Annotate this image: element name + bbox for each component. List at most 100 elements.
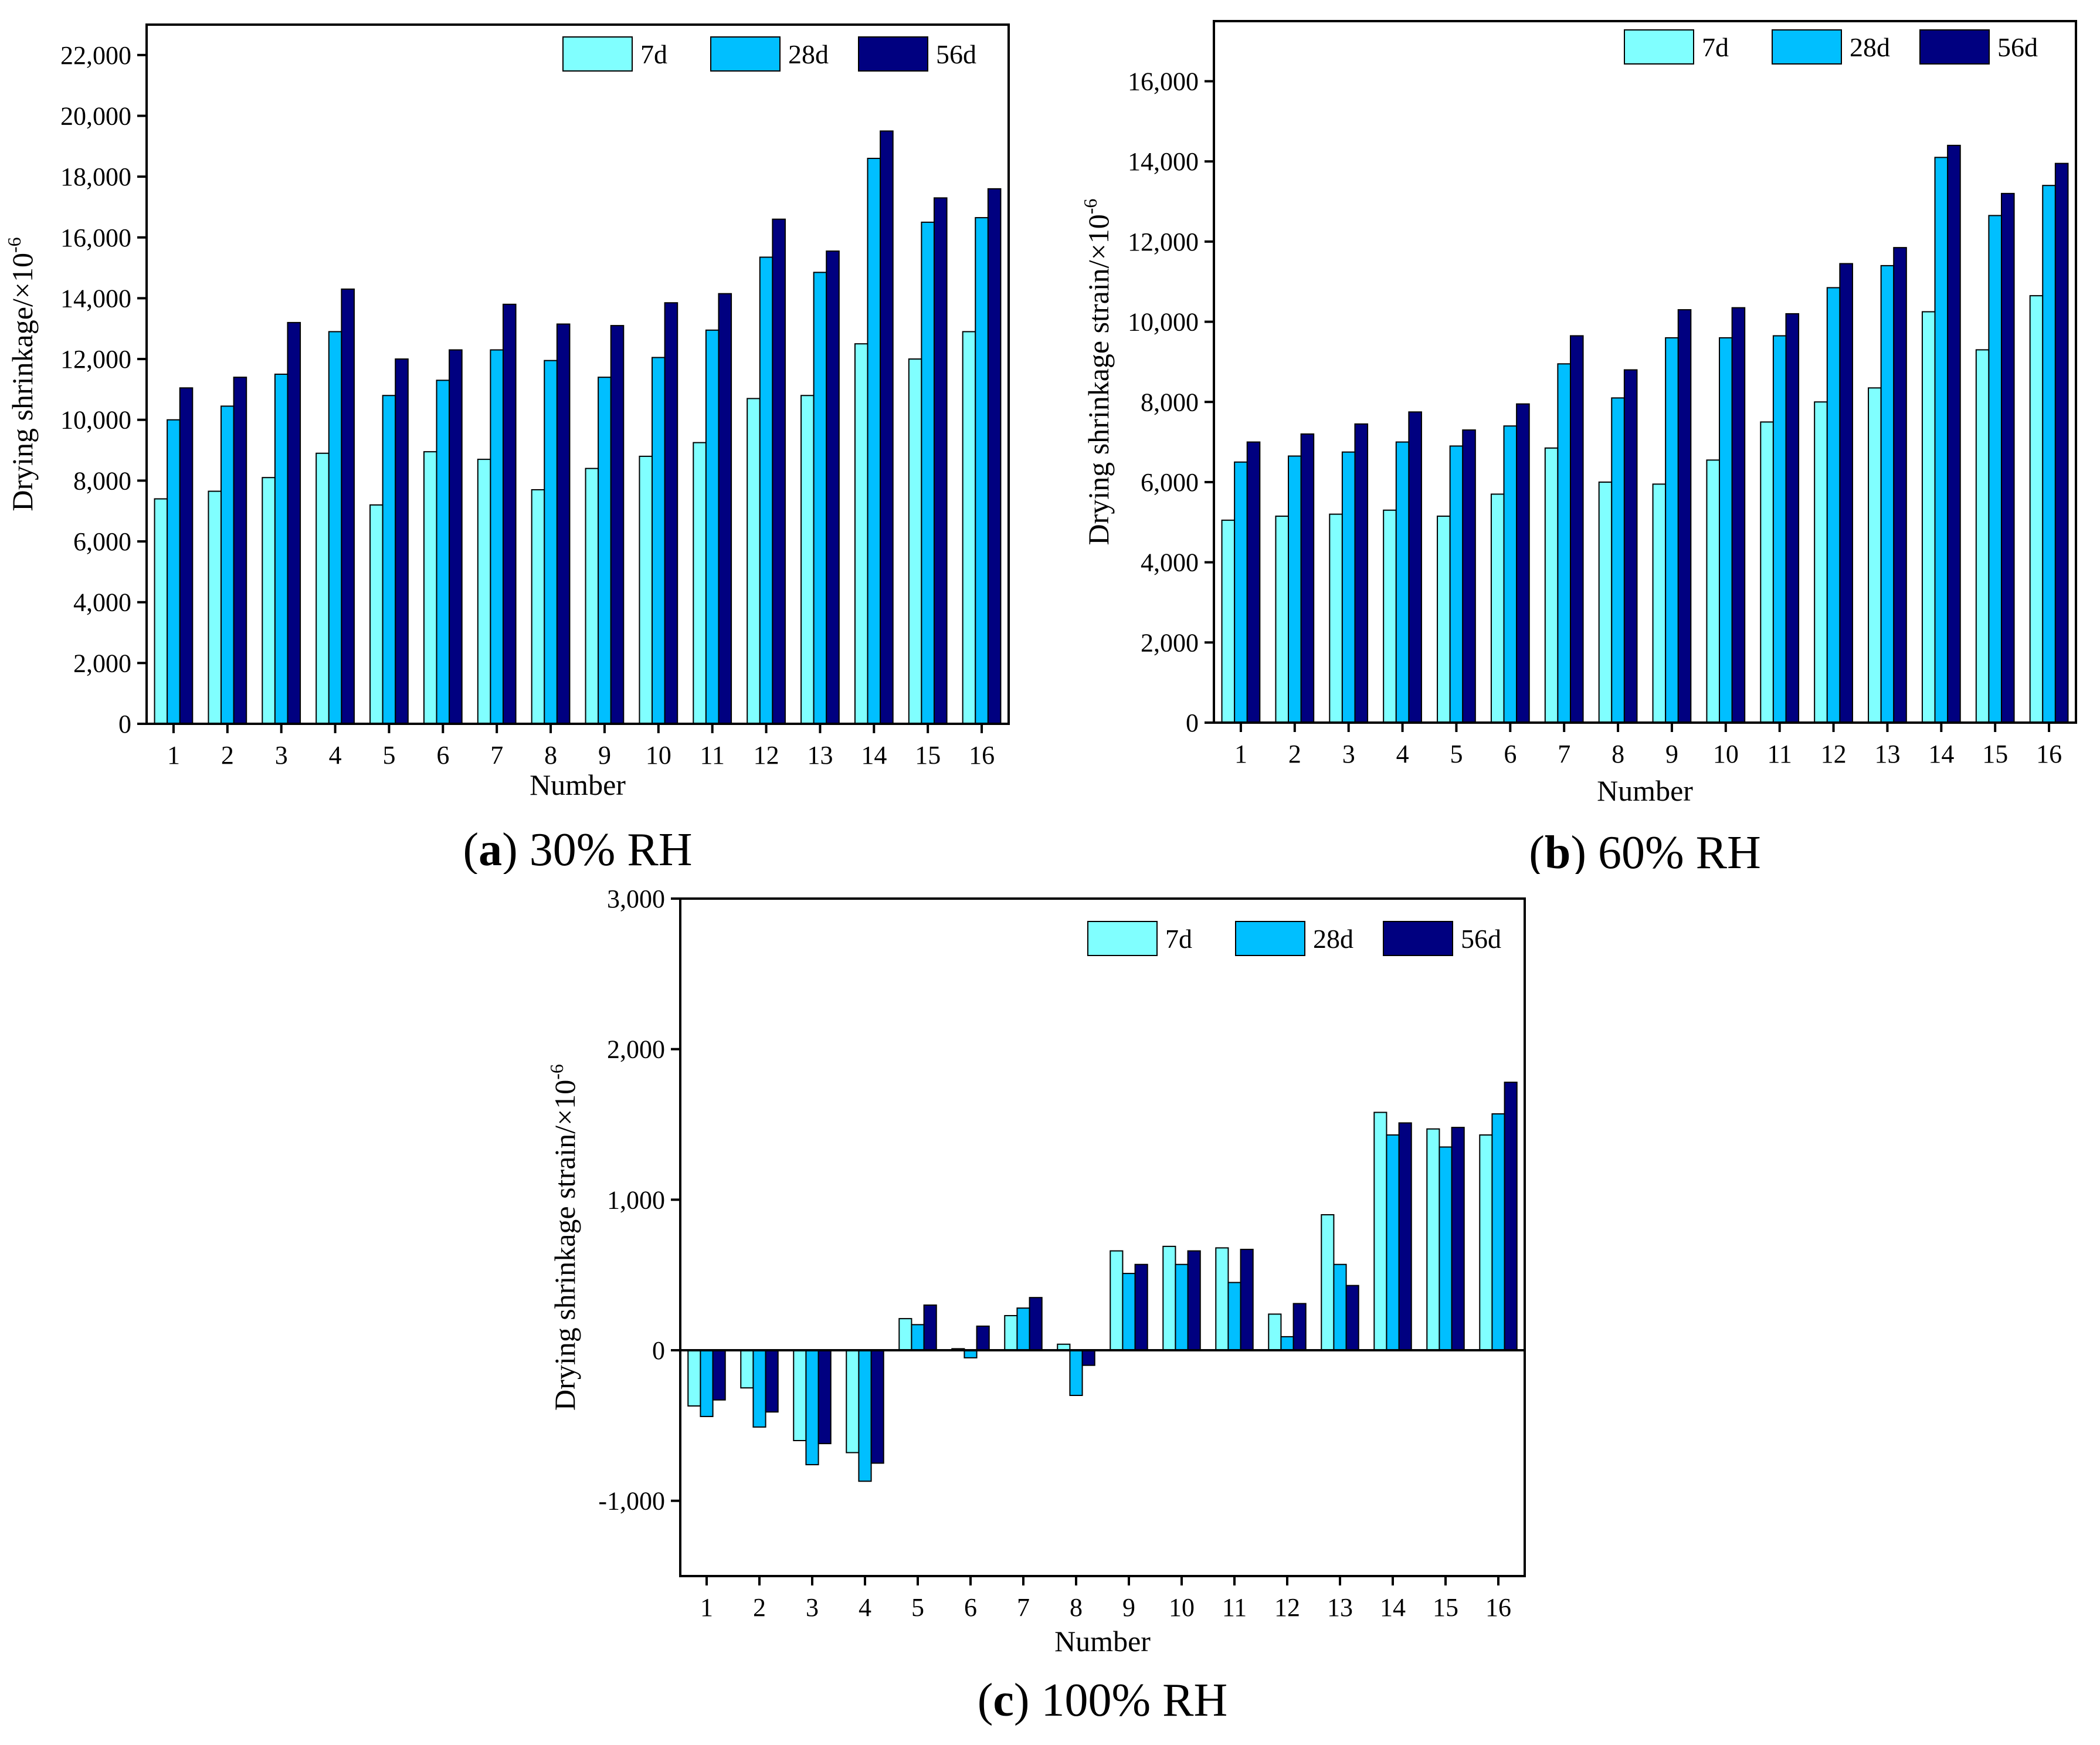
x-tick-label: 12	[754, 741, 779, 770]
bar-28d-1	[700, 1350, 714, 1417]
bar-56d-13	[1345, 1285, 1359, 1351]
bar-7d-12	[747, 398, 761, 724]
figure-caption: (a) 30% RH	[463, 824, 692, 874]
legend-swatch-56d	[1383, 921, 1453, 956]
bar-56d-11	[718, 293, 732, 725]
bar-56d-16	[1504, 1082, 1518, 1351]
bar-56d-14	[880, 130, 894, 724]
legend-label-56d: 56d	[936, 39, 976, 69]
y-axis-title-text: Drying shrinkage strain/×10	[548, 1080, 581, 1411]
bar-56d-3	[817, 1350, 832, 1445]
plot-frame	[145, 23, 1010, 725]
bar-56d-12	[1839, 263, 1853, 724]
x-axis-title: Number	[530, 768, 626, 801]
x-tick-label: 16	[969, 741, 995, 770]
caption-paren-close: )	[502, 824, 518, 874]
y-tick-label: 2,000	[1141, 628, 1199, 657]
x-tick-label: 1	[167, 741, 180, 770]
bar-28d-16	[1491, 1113, 1505, 1351]
bar-7d-13	[1868, 387, 1882, 723]
caption-letter: b	[1545, 827, 1571, 874]
plot-frame	[679, 897, 1526, 1577]
bar-56d-4	[1408, 411, 1422, 723]
bar-56d-6	[449, 349, 463, 724]
legend-swatch-7d	[1087, 921, 1158, 956]
bar-7d-8	[531, 489, 545, 724]
y-axis-title-text: Drying shrinkage strain/×10	[1082, 214, 1115, 545]
x-tick-label: 3	[1342, 740, 1355, 768]
bar-7d-5	[1437, 516, 1451, 724]
bar-7d-11	[1215, 1247, 1229, 1351]
bar-28d-8	[1611, 397, 1625, 723]
bar-56d-6	[1516, 403, 1530, 723]
bar-56d-7	[1569, 335, 1584, 723]
y-tick-label: 12,000	[60, 345, 131, 374]
bar-28d-1	[167, 419, 181, 724]
bar-28d-12	[1280, 1336, 1294, 1351]
bar-28d-14	[1386, 1134, 1400, 1351]
caption-paren-open: (	[463, 824, 479, 874]
x-tick-label: 3	[806, 1593, 819, 1622]
x-tick-label: 6	[1504, 740, 1517, 768]
bar-56d-4	[341, 288, 355, 724]
bar-56d-11	[1240, 1249, 1254, 1351]
y-tick-label: 10,000	[1128, 308, 1199, 337]
y-tick-label: 20,000	[60, 101, 131, 130]
legend-swatch-28d	[710, 36, 781, 72]
bar-7d-12	[1268, 1313, 1282, 1351]
caption-paren-close: )	[1570, 827, 1586, 874]
x-tick-label: 8	[1612, 740, 1624, 768]
x-tick-label: 4	[1396, 740, 1409, 768]
x-tick-label: 10	[1169, 1593, 1195, 1622]
y-axis-title: Drying shrinkage/×10-6	[4, 237, 39, 511]
bar-7d-15	[1426, 1128, 1440, 1351]
legend: 7d 28d 56d	[1624, 29, 2038, 65]
x-tick-label: 14	[1380, 1593, 1406, 1622]
x-tick-label: 13	[1874, 740, 1900, 768]
legend-swatch-28d	[1235, 921, 1305, 956]
bar-56d-15	[1451, 1127, 1465, 1351]
bar-28d-9	[1665, 337, 1679, 723]
figure-caption: (c) 100% RH	[978, 1675, 1228, 1726]
bar-56d-15	[2000, 192, 2015, 723]
bar-7d-1	[687, 1350, 701, 1407]
bar-7d-6	[423, 451, 437, 724]
caption-paren-open: (	[978, 1675, 993, 1726]
x-tick-label: 10	[1713, 740, 1739, 768]
bar-7d-14	[1373, 1112, 1387, 1351]
bar-56d-1	[179, 387, 194, 724]
bar-7d-14	[854, 343, 869, 724]
y-tick-label: 4,000	[1141, 548, 1199, 577]
bar-28d-10	[1719, 337, 1733, 723]
bar-28d-2	[752, 1350, 766, 1428]
bar-7d-11	[1760, 421, 1774, 723]
bar-28d-5	[911, 1324, 925, 1351]
legend-label-28d: 28d	[788, 39, 829, 69]
bar-56d-16	[2054, 162, 2069, 723]
bar-7d-2	[740, 1350, 754, 1389]
y-tick-label: 0	[118, 710, 131, 738]
bars-group	[1221, 144, 2069, 724]
y-tick-label: 0	[1186, 709, 1199, 737]
bar-28d-5	[1449, 445, 1464, 723]
bar-28d-15	[1988, 215, 2002, 723]
bar-7d-16	[962, 331, 976, 724]
bar-56d-8	[556, 323, 571, 724]
y-axis-title-exponent: -6	[1080, 199, 1101, 215]
y-tick-label: 16,000	[60, 223, 131, 252]
bar-28d-9	[598, 377, 612, 724]
x-tick-label: 4	[859, 1593, 871, 1622]
caption-letter: c	[993, 1675, 1014, 1726]
x-tick-label: 1	[700, 1593, 713, 1622]
bar-7d-5	[898, 1318, 912, 1351]
y-tick-label: -1,000	[598, 1487, 665, 1516]
bar-7d-3	[262, 477, 276, 725]
bar-56d-16	[987, 188, 1002, 724]
x-tick-label: 11	[1222, 1593, 1247, 1622]
x-axis-title: Number	[1597, 774, 1693, 807]
x-tick-label: 16	[2036, 740, 2062, 768]
caption-letter: a	[479, 824, 502, 874]
caption-paren-open: (	[1529, 827, 1545, 874]
y-tick-label: 6,000	[73, 527, 131, 556]
bar-28d-3	[274, 374, 289, 724]
